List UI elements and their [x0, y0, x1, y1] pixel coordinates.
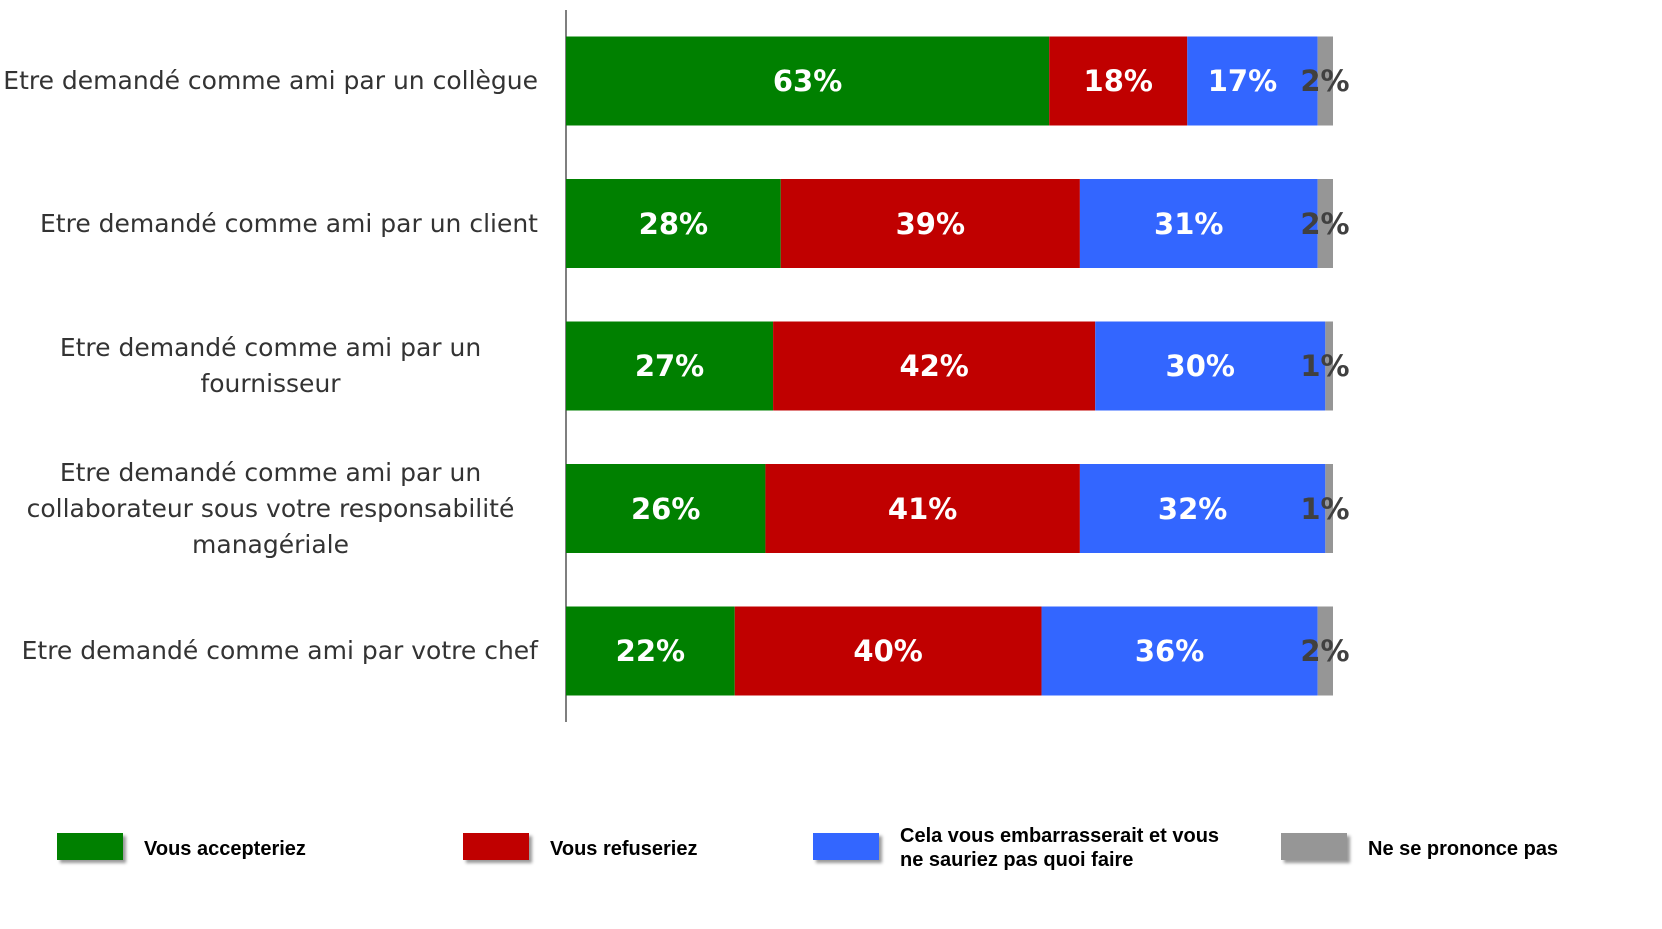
category-label: Etre demandé comme ami par un collègue — [3, 21, 538, 141]
bar-segment — [1079, 464, 1326, 553]
value-label: 1% — [1300, 349, 1350, 383]
value-label: 39% — [895, 206, 966, 241]
bar-segment — [1317, 36, 1333, 126]
value-label: 27% — [634, 349, 705, 383]
bar-segment — [1079, 179, 1318, 268]
bar-segment — [566, 464, 766, 553]
legend-swatch — [813, 833, 879, 860]
value-label: 31% — [1154, 206, 1224, 241]
value-label: 1% — [1300, 491, 1350, 526]
bar-segment — [773, 321, 1096, 411]
bar-segment — [1317, 606, 1333, 696]
bar-segment — [1095, 321, 1326, 411]
bar-segment — [1325, 321, 1333, 411]
category-label: Etre demandé comme ami par votre chef — [22, 591, 538, 711]
bar-segment — [566, 321, 774, 411]
legend-label: Ne se prononce pas — [1368, 838, 1559, 860]
value-label: 18% — [1083, 64, 1153, 98]
bar-segment — [1317, 179, 1333, 268]
category-text: Etre demandé comme ami par votre chef — [21, 636, 538, 665]
value-label: 2% — [1300, 206, 1350, 241]
category-label: Etre demandé comme ami par un collaborat… — [3, 449, 538, 569]
legend-label: Vous accepteriez — [144, 838, 306, 860]
value-label: 2% — [1300, 64, 1350, 98]
value-label: 41% — [887, 491, 958, 526]
value-label: 42% — [899, 349, 969, 383]
value-label: 63% — [772, 64, 843, 98]
value-label: 2% — [1300, 634, 1350, 668]
value-label: 40% — [853, 634, 923, 668]
legend-label: Vous refuseriez — [550, 838, 698, 860]
bar-segment — [1049, 36, 1188, 126]
bar-segment — [1187, 36, 1318, 126]
value-label: 17% — [1207, 64, 1278, 98]
value-label: 26% — [630, 491, 701, 526]
legend-swatch — [57, 833, 123, 860]
value-label: 36% — [1134, 634, 1205, 668]
category-text: Etre demandé comme ami par un fournisseu… — [59, 333, 482, 398]
category-text: Etre demandé comme ami par un client — [40, 208, 538, 238]
category-label: Etre demandé comme ami par un fournisseu… — [3, 306, 538, 426]
value-label: 28% — [638, 206, 709, 241]
value-label: 30% — [1165, 349, 1235, 383]
category-label: Etre demandé comme ami par un client — [40, 164, 538, 284]
category-text: Etre demandé comme ami par un collaborat… — [26, 457, 515, 559]
legend-swatch — [463, 833, 529, 860]
bar-segment — [1325, 464, 1333, 553]
legend-label: Cela vous embarrasserait et vous ne saur… — [900, 825, 1220, 871]
legend-swatch — [1281, 833, 1347, 860]
value-label: 32% — [1157, 491, 1228, 526]
bar-segment — [566, 36, 1050, 126]
bar-segment — [780, 179, 1080, 268]
category-text: Etre demandé comme ami par un collègue — [3, 66, 538, 95]
bar-segment — [1041, 606, 1318, 696]
bar-segment — [765, 464, 1080, 553]
value-label: 22% — [615, 634, 686, 668]
bar-segment — [566, 179, 781, 268]
bar-segment — [734, 606, 1042, 696]
bar-segment — [566, 606, 735, 696]
